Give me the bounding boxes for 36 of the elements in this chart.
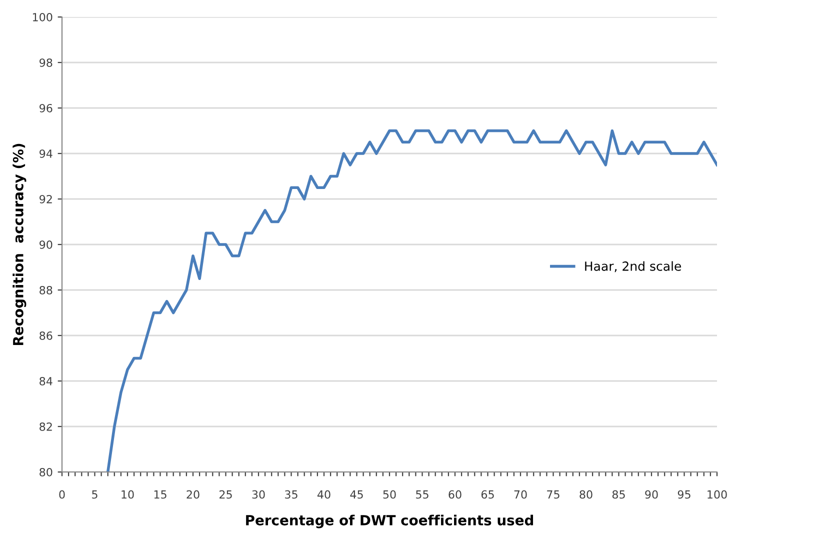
x-tick-label: 0 [59,490,65,499]
x-tick-label: 20 [186,490,200,499]
y-tick-label: 100 [32,12,52,22]
y-tick-label: 82 [40,422,52,431]
x-tick-label: 90 [645,490,658,499]
x-tick-label: 5 [92,490,98,499]
x-tick-label: 50 [383,490,396,499]
y-tick-label: 88 [40,286,52,294]
x-tick-label: 45 [350,490,363,499]
y-tick-label: 96 [40,104,52,112]
x-tick-label: 60 [448,490,462,499]
x-tick-label: 55 [416,490,428,499]
x-tick-label: 95 [678,490,690,499]
y-tick-label: 94 [40,149,52,158]
x-tick-label: 15 [154,490,166,499]
x-tick-label: 80 [580,490,592,499]
x-tick-label: 65 [481,490,494,499]
x-tick-label: 70 [514,490,527,499]
x-tick-label: 25 [219,490,232,499]
x-tick-label: 75 [547,490,560,499]
x-tick-label: 85 [612,490,625,499]
y-tick-label: 92 [40,194,52,204]
x-tick-label: 10 [122,490,134,499]
y-axis-title: Recognition accuracy (%) [12,144,26,346]
x-tick-label: 100 [708,490,727,499]
y-tick-label: 84 [40,376,52,386]
x-tick-label: 30 [252,490,265,499]
legend-label: Haar, 2nd scale [585,261,682,272]
y-tick-label: 86 [40,331,52,340]
x-tick-label: 40 [317,490,330,499]
y-tick-label: 80 [40,468,52,476]
x-axis-title: Percentage of DWT coefficients used [246,514,534,528]
y-tick-label: 98 [40,58,52,67]
line-series [106,129,717,472]
y-tick-label: 90 [40,240,52,249]
x-tick-label: 35 [285,490,298,499]
